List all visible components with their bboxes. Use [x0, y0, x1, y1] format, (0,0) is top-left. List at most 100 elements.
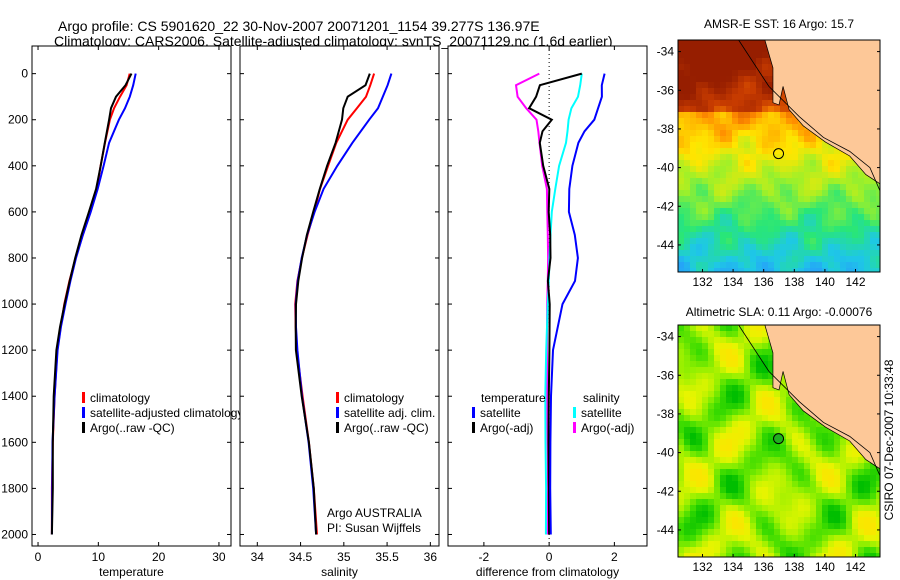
map-cell: [756, 202, 762, 208]
map-cell: [828, 523, 834, 529]
map-cell: [732, 160, 738, 166]
map-cell: [684, 202, 690, 208]
map-cell: [864, 262, 870, 268]
map-cell: [756, 391, 762, 397]
map-cell: [744, 469, 750, 475]
map-cell: [744, 415, 750, 421]
map-cell: [690, 325, 696, 331]
map-cell: [726, 529, 732, 535]
map-cell: [708, 136, 714, 142]
map-cell: [690, 349, 696, 355]
map-cell: [750, 52, 756, 58]
map-cell: [684, 391, 690, 397]
map-cell: [756, 256, 762, 262]
map-cell: [690, 202, 696, 208]
map-cell: [768, 70, 774, 76]
map-cell: [726, 337, 732, 343]
map-cell: [822, 148, 828, 154]
map-cell: [756, 541, 762, 547]
map-cell: [708, 511, 714, 517]
map-cell: [786, 136, 792, 142]
map-cell: [696, 385, 702, 391]
map-cell: [774, 250, 780, 256]
map-cell: [720, 250, 726, 256]
map-cell: [822, 451, 828, 457]
map-cell: [798, 433, 804, 439]
map-cell: [744, 142, 750, 148]
map-cell: [756, 106, 762, 112]
map-cell: [750, 226, 756, 232]
map-cell: [780, 379, 786, 385]
map-cell: [714, 178, 720, 184]
map-cell: [732, 184, 738, 190]
map-cell: [684, 250, 690, 256]
map-cell: [786, 403, 792, 409]
map-cell: [804, 469, 810, 475]
map-cell: [768, 499, 774, 505]
map-cell: [756, 124, 762, 130]
map-cell: [714, 529, 720, 535]
map-cell: [852, 445, 858, 451]
map-cell: [762, 166, 768, 172]
map-cell: [792, 172, 798, 178]
map-cell: [816, 475, 822, 481]
map-cell: [708, 256, 714, 262]
map-cell: [684, 214, 690, 220]
map-cell: [708, 409, 714, 415]
map-cell: [684, 373, 690, 379]
map-cell: [804, 244, 810, 250]
map-cell: [756, 475, 762, 481]
map-cell: [738, 541, 744, 547]
map-cell: [732, 124, 738, 130]
map-cell: [876, 553, 880, 557]
map-cell: [690, 553, 696, 557]
map-cell: [714, 397, 720, 403]
map-cell: [852, 184, 858, 190]
map-cell: [822, 142, 828, 148]
map-cell: [780, 112, 786, 118]
map-cell: [744, 523, 750, 529]
map-cell: [714, 361, 720, 367]
map-cell: [684, 148, 690, 154]
map-cell: [678, 517, 684, 523]
map-cell: [744, 397, 750, 403]
map-cell: [834, 172, 840, 178]
map-cell: [816, 517, 822, 523]
map-cell: [768, 487, 774, 493]
map-cell: [726, 469, 732, 475]
map-cell: [804, 487, 810, 493]
map-cell: [738, 250, 744, 256]
map-cell: [726, 124, 732, 130]
map-cell: [750, 202, 756, 208]
map-cell: [852, 160, 858, 166]
map-cell: [738, 88, 744, 94]
map-cell: [786, 244, 792, 250]
map-cell: [792, 457, 798, 463]
map-cell: [702, 355, 708, 361]
map-cell: [762, 499, 768, 505]
map-cell: [756, 58, 762, 64]
map-cell: [858, 184, 864, 190]
map-cell: [690, 379, 696, 385]
map-cell: [840, 523, 846, 529]
map-cell: [852, 238, 858, 244]
map-cell: [684, 178, 690, 184]
map-cell: [738, 220, 744, 226]
map-cell: [768, 427, 774, 433]
map-cell: [870, 202, 876, 208]
map-cell: [702, 367, 708, 373]
map-cell: [690, 535, 696, 541]
map-cell: [696, 529, 702, 535]
map-cell: [780, 160, 786, 166]
map-cell: [762, 88, 768, 94]
x-tick-label: 140: [815, 560, 835, 574]
map-cell: [786, 232, 792, 238]
map-cell: [834, 268, 840, 272]
map-cell: [756, 184, 762, 190]
map-cell: [780, 541, 786, 547]
map-cell: [750, 337, 756, 343]
map-cell: [684, 118, 690, 124]
map-cell: [816, 190, 822, 196]
map-cell: [768, 154, 774, 160]
map-cell: [834, 457, 840, 463]
